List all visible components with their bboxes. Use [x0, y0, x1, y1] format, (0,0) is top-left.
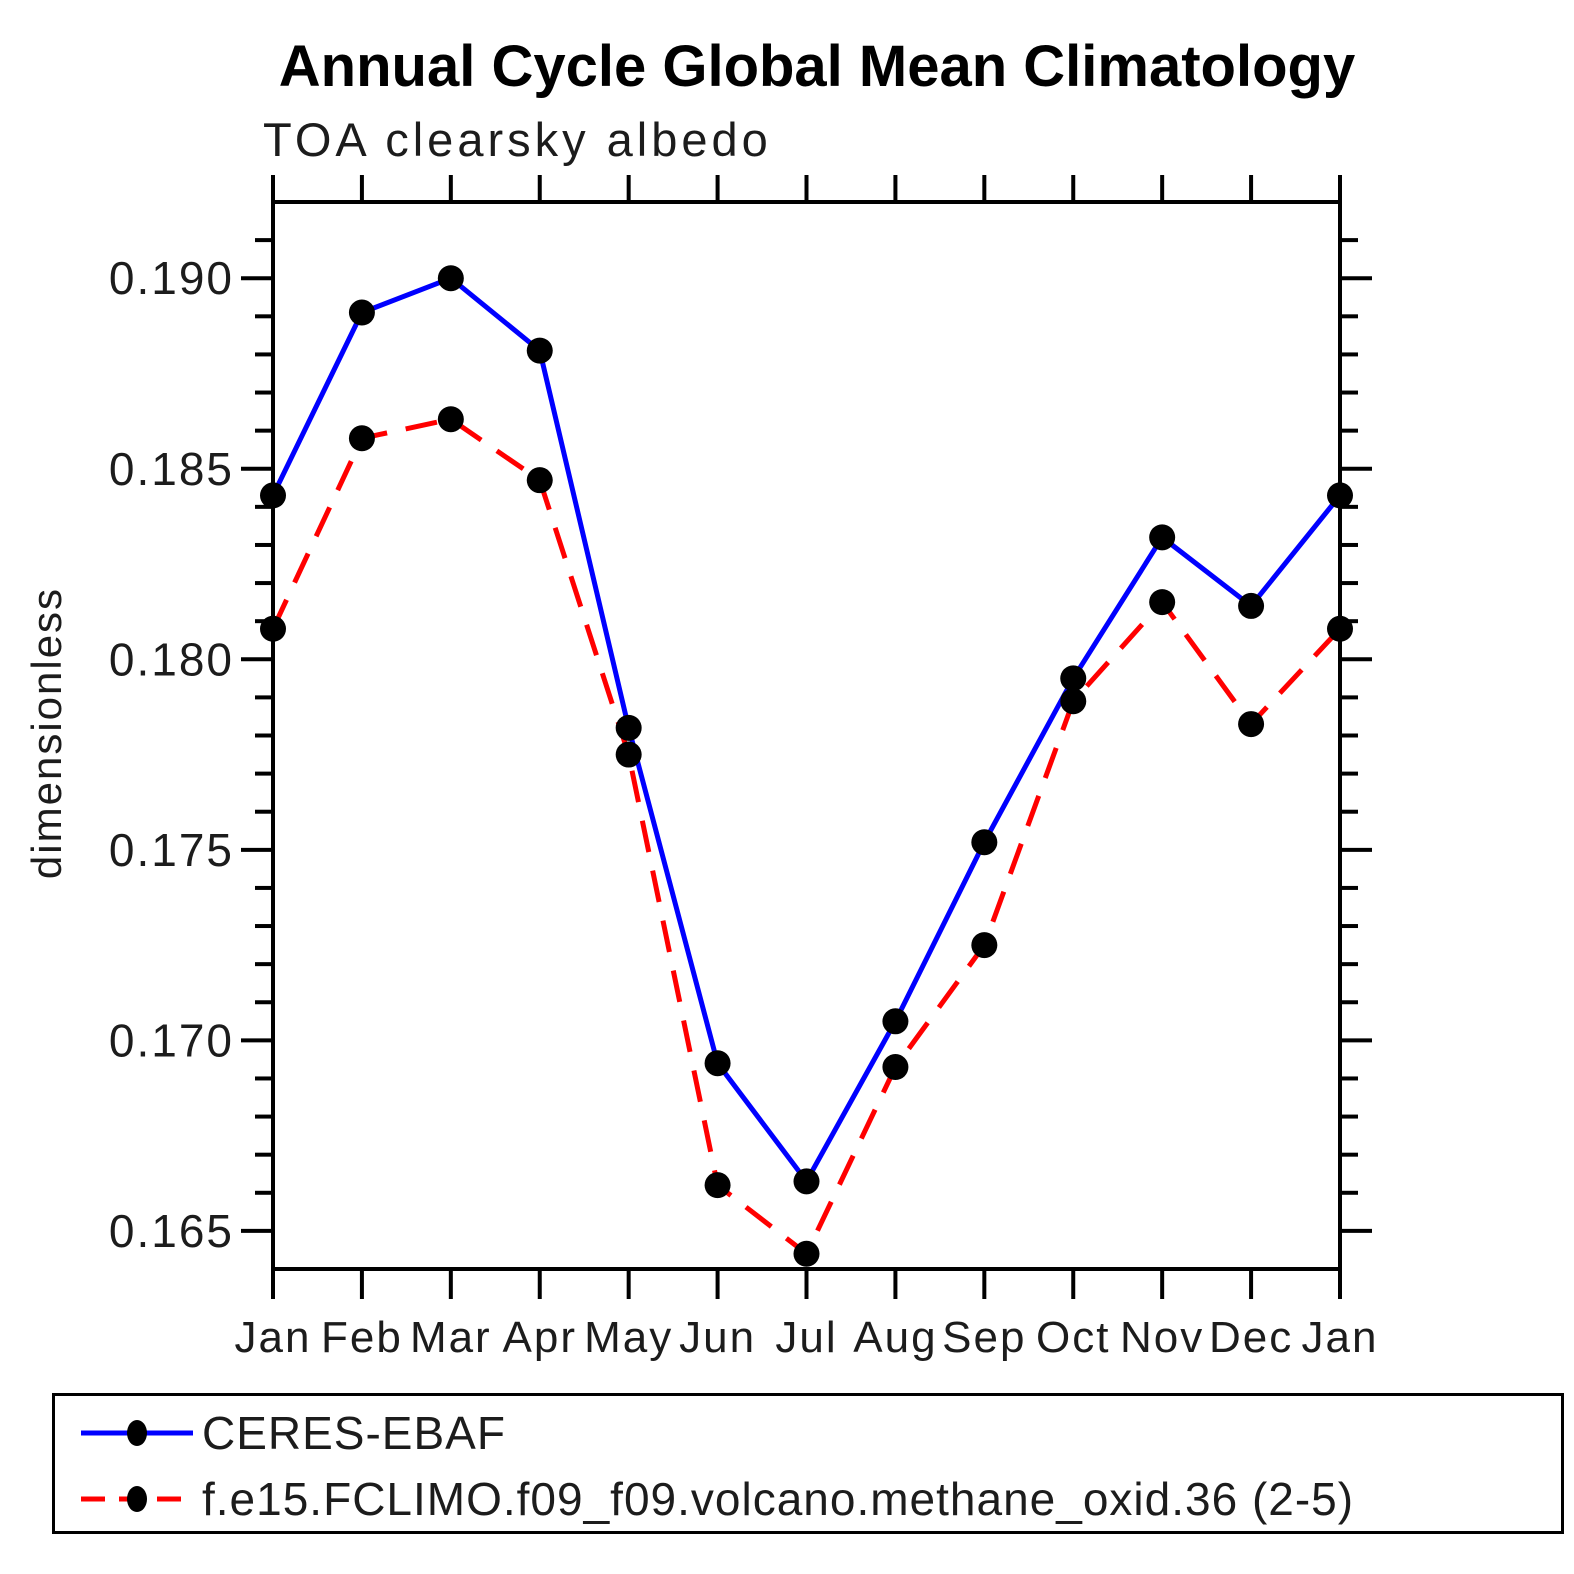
- data-point-series-2: [526, 467, 553, 494]
- x-tick-label: Jan: [235, 1313, 312, 1362]
- legend: CERES-EBAF f.e15.FCLIMO.f09_f09.volcano.…: [52, 1393, 1564, 1534]
- series-line-2: [270, 416, 1342, 1258]
- data-point-series-2: [704, 1172, 731, 1199]
- data-point-series-2: [260, 615, 286, 642]
- legend-item-obs: CERES-EBAF: [55, 1400, 1561, 1466]
- legend-sample-model: [81, 1486, 193, 1512]
- x-tick-label: Jan: [1302, 1313, 1379, 1362]
- y-tick-label: 0.185: [109, 443, 234, 495]
- x-tick-label: May: [584, 1313, 673, 1362]
- data-point-series-2: [615, 741, 642, 768]
- legend-item-model: f.e15.FCLIMO.f09_f09.volcano.methane_oxi…: [55, 1466, 1561, 1532]
- y-tick-label: 0.170: [109, 1014, 234, 1066]
- legend-label-model: f.e15.FCLIMO.f09_f09.volcano.methane_oxi…: [202, 1473, 1355, 1525]
- data-point-series-2: [437, 406, 464, 433]
- x-tick-label: Oct: [1036, 1313, 1110, 1362]
- data-point-series-2: [1327, 615, 1353, 642]
- x-tick-label: Jul: [775, 1313, 837, 1362]
- data-point-series-1: [1238, 592, 1265, 619]
- plot-frame: [271, 200, 1342, 1271]
- legend-marker-icon: [127, 1486, 147, 1512]
- y-tick-label: 0.175: [109, 824, 234, 876]
- data-point-series-1: [793, 1168, 820, 1195]
- legend-marker-icon: [127, 1420, 147, 1446]
- data-point-series-2: [1238, 711, 1265, 738]
- x-tick-label: Sep: [942, 1313, 1026, 1362]
- data-point-series-1: [437, 265, 464, 292]
- x-tick-label: Feb: [321, 1313, 403, 1362]
- data-point-series-2: [348, 425, 375, 452]
- y-tick-label: 0.165: [109, 1205, 234, 1257]
- data-point-series-1: [882, 1008, 909, 1035]
- series-line-1: [270, 275, 1342, 1186]
- chart-title: Annual Cycle Global Mean Climatology: [278, 34, 1356, 99]
- data-point-series-1: [260, 482, 286, 509]
- data-point-series-1: [1149, 524, 1176, 551]
- data-point-series-1: [348, 299, 375, 326]
- data-point-series-1: [1327, 482, 1353, 509]
- y-tick-label: 0.190: [109, 252, 234, 304]
- data-point-series-1: [971, 829, 998, 856]
- x-tick-label: Jun: [679, 1313, 756, 1362]
- x-tick-label: Apr: [503, 1313, 577, 1362]
- data-point-series-2: [971, 932, 998, 959]
- data-point-series-1: [704, 1050, 731, 1077]
- data-point-series-2: [1060, 688, 1087, 715]
- x-tick-label: Nov: [1120, 1313, 1204, 1362]
- legend-sample-obs: [81, 1420, 193, 1446]
- data-point-series-1: [526, 337, 553, 364]
- data-point-series-1: [615, 714, 642, 741]
- y-tick-label: 0.180: [109, 633, 234, 685]
- x-tick-label: Aug: [853, 1313, 937, 1362]
- x-tick-label: Dec: [1209, 1313, 1293, 1362]
- x-tick-label: Mar: [410, 1313, 492, 1362]
- data-point-series-2: [793, 1240, 820, 1267]
- data-point-series-1: [1060, 665, 1087, 692]
- data-point-series-2: [1149, 589, 1176, 616]
- legend-label-obs: CERES-EBAF: [202, 1407, 506, 1459]
- data-point-series-2: [882, 1054, 909, 1081]
- chart-subtitle: TOA clearsky albedo: [263, 113, 772, 166]
